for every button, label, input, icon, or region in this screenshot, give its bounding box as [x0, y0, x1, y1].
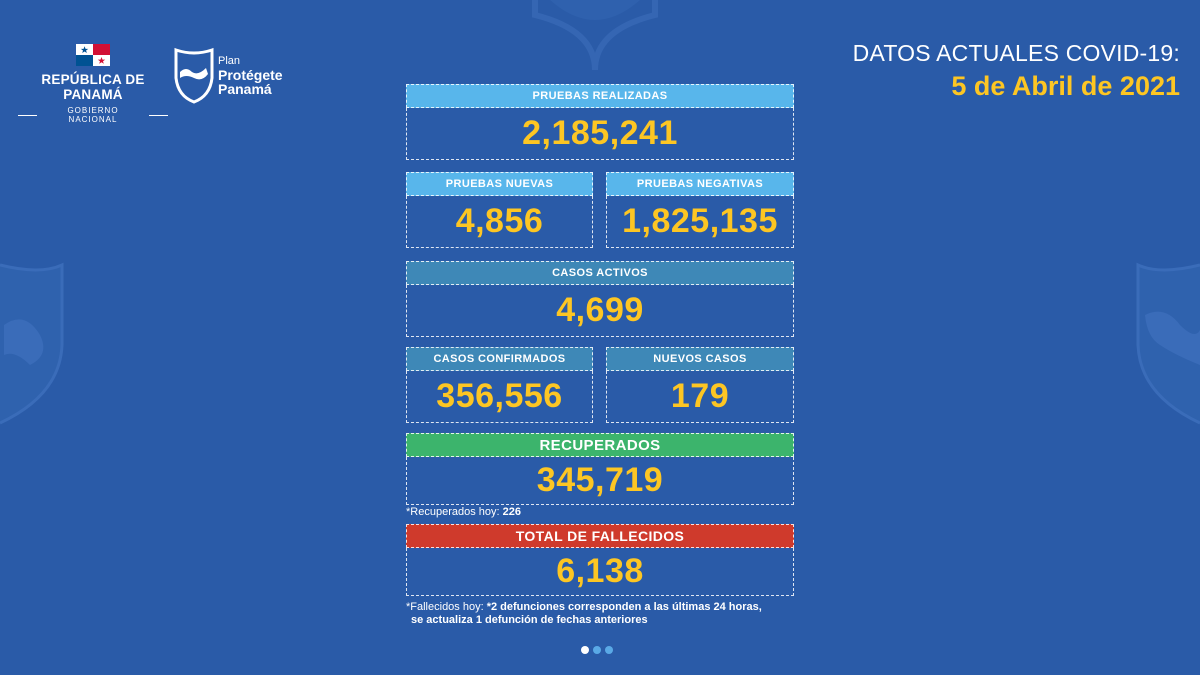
note-fallecidos-label: *Fallecidos hoy:: [406, 601, 487, 613]
card-casos-activos: CASOS ACTIVOS 4,699: [406, 261, 794, 337]
note-fallecidos-line1: *Fallecidos hoy: *2 defunciones correspo…: [406, 601, 806, 614]
page-dot-1[interactable]: [581, 646, 589, 654]
plan-name-line2: Panamá: [218, 81, 272, 97]
plan-protegete-logo: Plan Protégete Panamá: [172, 44, 322, 106]
card-label: RECUPERADOS: [406, 433, 794, 457]
card-label: PRUEBAS NEGATIVAS: [606, 172, 794, 196]
card-value: 179: [606, 371, 794, 423]
carousel-pagination: [581, 646, 613, 654]
background-shield-top: [532, 0, 658, 70]
report-title: DATOS ACTUALES COVID-19:: [852, 40, 1180, 66]
plan-text: Plan Protégete Panamá: [218, 54, 283, 96]
card-value: 4,699: [406, 285, 794, 337]
note-recuperados: *Recuperados hoy: 226: [406, 506, 521, 519]
government-subtitle: GOBIERNO NACIONAL: [18, 106, 168, 124]
card-pruebas-realizadas: PRUEBAS REALIZADAS 2,185,241: [406, 84, 794, 160]
plan-label: Plan: [218, 55, 241, 67]
card-pruebas-nuevas: PRUEBAS NUEVAS 4,856: [406, 172, 593, 248]
page-dot-2[interactable]: [593, 646, 601, 654]
note-recuperados-value: 226: [502, 506, 521, 518]
card-pruebas-negativas: PRUEBAS NEGATIVAS 1,825,135: [606, 172, 794, 248]
card-label: PRUEBAS REALIZADAS: [406, 84, 794, 108]
card-fallecidos: TOTAL DE FALLECIDOS 6,138: [406, 524, 794, 596]
card-value: 4,856: [406, 196, 593, 248]
card-recuperados: RECUPERADOS 345,719: [406, 433, 794, 505]
plan-name-line1: Protégete: [218, 67, 283, 83]
divider-right: [148, 114, 168, 116]
panama-flag-icon: [76, 44, 110, 66]
card-value: 1,825,135: [606, 196, 794, 248]
report-header: DATOS ACTUALES COVID-19: 5 de Abril de 2…: [760, 40, 1180, 102]
note-fallecidos-line2: se actualiza 1 defunción de fechas anter…: [406, 614, 806, 627]
card-label: NUEVOS CASOS: [606, 347, 794, 371]
page-dot-3[interactable]: [605, 646, 613, 654]
government-label: GOBIERNO NACIONAL: [67, 106, 119, 124]
card-casos-confirmados: CASOS CONFIRMADOS 356,556: [406, 347, 593, 423]
card-value: 345,719: [406, 457, 794, 505]
note-recuperados-label: *Recuperados hoy:: [406, 506, 503, 518]
card-value: 2,185,241: [406, 108, 794, 160]
card-value: 6,138: [406, 548, 794, 596]
card-value: 356,556: [406, 371, 593, 423]
card-label: CASOS CONFIRMADOS: [406, 347, 593, 371]
card-nuevos-casos: NUEVOS CASOS 179: [606, 347, 794, 423]
note-fallecidos-detail-2: se actualiza 1 defunción de fechas anter…: [411, 614, 648, 626]
note-fallecidos-detail: *2 defunciones corresponden a las última…: [486, 601, 762, 613]
card-label: PRUEBAS NUEVAS: [406, 172, 593, 196]
background-shield-right: [1136, 262, 1200, 425]
background-shield-left: [0, 262, 64, 425]
note-fallecidos: *Fallecidos hoy: *2 defunciones correspo…: [406, 601, 806, 627]
divider-left: [18, 114, 38, 116]
shield-icon: [174, 47, 214, 104]
card-label: TOTAL DE FALLECIDOS: [406, 524, 794, 548]
report-date: 5 de Abril de 2021: [951, 71, 1180, 101]
republic-logo: REPÚBLICA DE PANAMÁ GOBIERNO NACIONAL: [18, 44, 168, 124]
card-label: CASOS ACTIVOS: [406, 261, 794, 285]
republic-title: REPÚBLICA DE PANAMÁ: [41, 72, 145, 102]
